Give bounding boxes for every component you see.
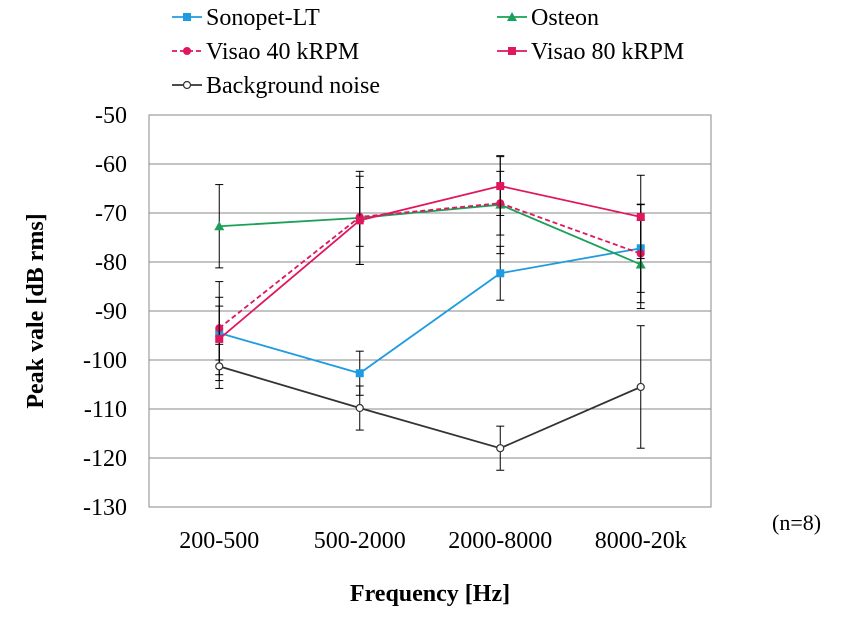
data-point bbox=[214, 221, 225, 231]
legend-label: Visao 40 kRPM bbox=[206, 39, 359, 65]
legend-marker bbox=[183, 13, 191, 21]
data-point bbox=[355, 403, 364, 413]
y-axis-ticks: -50 -60 -70 -80 -90 -100 -110 -120 -130 bbox=[83, 103, 127, 521]
data-point bbox=[215, 362, 224, 371]
series-visao-40-krpm bbox=[215, 170, 645, 376]
legend-marker bbox=[182, 80, 192, 90]
legend-marker bbox=[507, 12, 517, 21]
data-point bbox=[636, 382, 645, 392]
x-tick-label: 8000-20k bbox=[595, 528, 687, 554]
series-background-noise bbox=[215, 325, 645, 471]
y-tick-label: -50 bbox=[95, 103, 127, 129]
sample-size-note: (n=8) bbox=[772, 510, 821, 535]
y-tick-label: -100 bbox=[83, 348, 127, 374]
x-tick-label: 2000-8000 bbox=[448, 528, 552, 554]
legend-marker bbox=[508, 47, 516, 55]
plot-area bbox=[148, 114, 712, 508]
y-tick-label: -70 bbox=[95, 201, 127, 227]
data-point bbox=[215, 334, 224, 343]
y-tick-label: -80 bbox=[95, 250, 127, 276]
series-line bbox=[218, 185, 641, 340]
y-tick-label: -90 bbox=[95, 299, 127, 325]
legend-label: Osteon bbox=[531, 5, 599, 31]
gridlines bbox=[149, 114, 711, 508]
x-tick-label: 200-500 bbox=[179, 528, 259, 554]
x-tick-label: 500-2000 bbox=[314, 528, 406, 554]
series-line bbox=[218, 202, 642, 329]
series-osteon bbox=[214, 155, 646, 310]
x-axis-label: Frequency [Hz] bbox=[350, 581, 510, 607]
legend-label: Visao 80 kRPM bbox=[531, 39, 684, 65]
data-point bbox=[355, 216, 364, 225]
legend-item: Osteon bbox=[497, 5, 599, 31]
legend-item: Background noise bbox=[172, 73, 380, 99]
legend-marker bbox=[183, 47, 191, 55]
series-line bbox=[219, 247, 641, 375]
y-tick-label: -130 bbox=[83, 495, 127, 521]
y-tick-label: -60 bbox=[95, 152, 127, 178]
data-point bbox=[496, 182, 505, 191]
series-line bbox=[219, 203, 642, 266]
y-tick-label: -110 bbox=[84, 397, 127, 423]
data-point bbox=[496, 444, 505, 453]
series-sonopet-lt bbox=[215, 203, 645, 396]
legend-item: Sonopet-LT bbox=[172, 5, 320, 31]
legend: Sonopet-LT Osteon Visao 40 kRPM Visao 80 kR… bbox=[172, 5, 684, 99]
series-group bbox=[214, 155, 646, 471]
y-tick-label: -120 bbox=[83, 446, 127, 472]
data-point bbox=[636, 212, 645, 221]
data-point bbox=[496, 269, 505, 278]
legend-item: Visao 80 kRPM bbox=[497, 39, 684, 65]
legend-item: Visao 40 kRPM bbox=[172, 39, 359, 65]
y-axis-label: Peak vale [dB rms] bbox=[23, 213, 49, 408]
x-axis-ticks: 200-500 500-2000 2000-8000 8000-20k bbox=[179, 528, 687, 554]
legend-label: Background noise bbox=[206, 73, 380, 99]
data-point bbox=[355, 369, 364, 378]
series-line bbox=[218, 365, 642, 450]
series-visao-80-krpm bbox=[215, 156, 645, 382]
legend-label: Sonopet-LT bbox=[206, 5, 320, 31]
